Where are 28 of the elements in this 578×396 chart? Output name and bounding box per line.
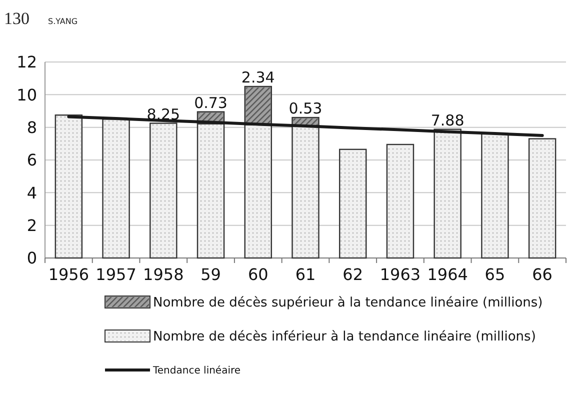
data-label: 2.34 — [241, 68, 275, 86]
y-tick-label: 4 — [26, 183, 37, 202]
x-tick-label: 59 — [200, 265, 221, 284]
y-tick-label: 12 — [16, 52, 37, 72]
x-tick-label: 1956 — [48, 265, 90, 284]
data-label: 7.88 — [430, 111, 464, 130]
x-tick-label: 1963 — [380, 265, 421, 284]
x-tick-label: 1957 — [96, 265, 136, 284]
x-tick-label: 1964 — [427, 265, 468, 284]
x-tick-label: 1958 — [143, 265, 184, 284]
x-tick-label: 62 — [342, 265, 364, 284]
x-tick-label: 65 — [484, 265, 506, 284]
legend-label: Nombre de décès supérieur à la tendance linéaire (millions) — [153, 296, 543, 311]
y-tick-label: 0 — [26, 248, 37, 268]
data-label: 0.53 — [288, 100, 322, 118]
legend-label: Nombre de décès inférieur à la tendance linéaire (millions) — [153, 330, 536, 345]
y-tick-label: 2 — [26, 216, 37, 235]
y-tick-label: 8 — [26, 118, 37, 137]
legend-label: Tendance linéaire — [152, 366, 241, 376]
data-label: 0.73 — [194, 94, 228, 112]
data-label: 8.25 — [146, 105, 180, 124]
y-tick-label: 10 — [16, 85, 37, 104]
x-tick-label: 66 — [532, 265, 552, 284]
text: S.YANG — [48, 17, 78, 26]
x-tick-label: 60 — [248, 265, 268, 284]
y-tick-label: 6 — [26, 150, 37, 170]
text: 130 — [4, 9, 30, 28]
x-tick-label: 61 — [295, 265, 316, 284]
